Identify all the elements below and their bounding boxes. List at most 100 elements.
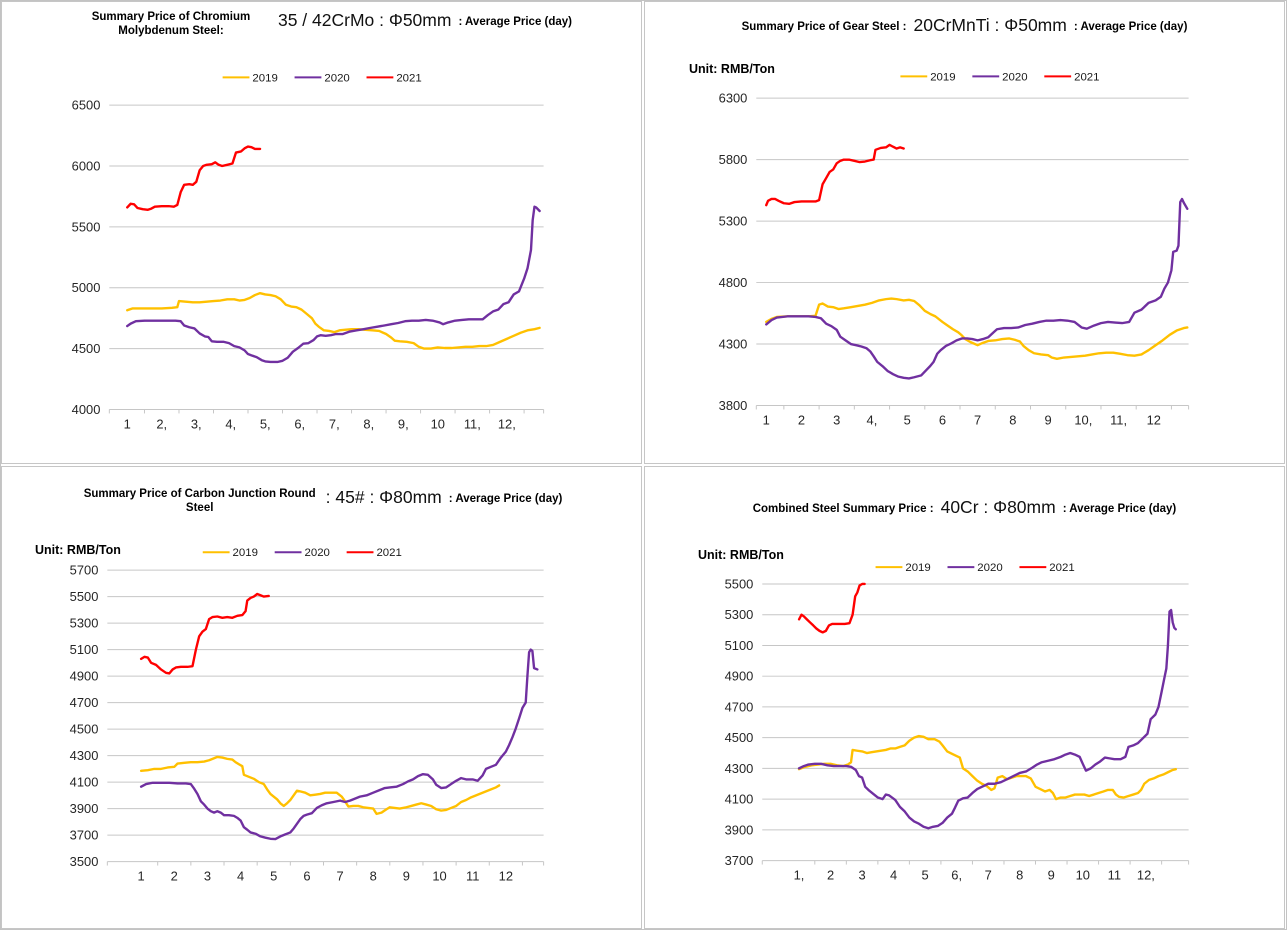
y-tick-label: 4500	[70, 722, 99, 737]
legend-label-2020: 2020	[1002, 71, 1027, 83]
x-tick-label: 2,	[156, 416, 167, 431]
y-tick-label: 3800	[719, 398, 748, 413]
x-tick-label: 12	[1147, 412, 1161, 427]
series-line-2021	[126, 145, 262, 211]
x-tick-label: 12,	[498, 416, 516, 431]
series-line-2019	[139, 755, 501, 816]
series-line-2020	[139, 648, 539, 841]
x-tick-label: 2	[171, 868, 178, 883]
legend-label-2019: 2019	[930, 71, 955, 83]
unit-label: Unit: RMB/Ton	[35, 543, 121, 557]
y-tick-label: 5300	[719, 214, 748, 229]
x-tick-label: 4	[890, 867, 897, 882]
y-tick-label: 4500	[725, 730, 754, 745]
y-tick-label: 4900	[70, 669, 99, 684]
chart-panel-gear-steel: Summary Price of Gear Steel : 20CrMnTi :…	[644, 1, 1285, 464]
x-tick-label: 10	[432, 868, 446, 883]
x-tick-label: 2	[827, 867, 834, 882]
y-tick-label: 3700	[70, 828, 99, 843]
y-tick-label: 6000	[72, 158, 101, 173]
x-tick-label: 9	[403, 868, 410, 883]
y-tick-label: 5300	[725, 607, 754, 622]
legend-label-2021: 2021	[1049, 562, 1074, 574]
y-tick-label: 5000	[72, 280, 101, 295]
y-tick-label: 4900	[725, 669, 754, 684]
x-tick-label: 7	[336, 868, 343, 883]
unit-label: Unit: RMB/Ton	[698, 548, 784, 562]
x-tick-label: 1	[138, 868, 145, 883]
x-tick-label: 10	[431, 416, 445, 431]
x-tick-label: 7	[974, 412, 981, 427]
y-tick-label: 4500	[72, 341, 101, 356]
x-tick-label: 5,	[260, 416, 271, 431]
x-tick-label: 7,	[329, 416, 340, 431]
series-line-2021	[139, 592, 270, 675]
y-tick-label: 4100	[70, 775, 99, 790]
x-tick-label: 1,	[794, 867, 805, 882]
series-line-2019	[765, 297, 1189, 360]
y-tick-label: 3500	[70, 854, 99, 869]
x-tick-label: 9	[1045, 412, 1052, 427]
y-tick-label: 6500	[72, 98, 101, 113]
y-tick-label: 4800	[719, 275, 748, 290]
legend-label-2021: 2021	[396, 72, 421, 84]
x-tick-label: 5	[904, 412, 911, 427]
y-tick-label: 5500	[725, 576, 754, 591]
x-tick-label: 4	[237, 868, 244, 883]
y-tick-label: 3900	[70, 801, 99, 816]
x-tick-label: 6	[303, 868, 310, 883]
series-line-2019	[797, 734, 1177, 801]
x-tick-label: 9	[1048, 867, 1055, 882]
unit-label: Unit: RMB/Ton	[689, 62, 775, 76]
legend-label-2021: 2021	[1074, 71, 1099, 83]
x-tick-label: 3	[204, 868, 211, 883]
x-tick-label: 3,	[191, 416, 202, 431]
x-tick-label: 3	[833, 412, 840, 427]
x-tick-label: 6,	[951, 867, 962, 882]
x-tick-label: 10,	[1074, 412, 1092, 427]
legend-label-2021: 2021	[376, 547, 401, 559]
line-chart-40cr: 5500 5300 5100 4900 4700 4500 4300 4100 3900 3700…	[725, 562, 1190, 882]
legend-label-2019: 2019	[252, 72, 277, 84]
series-line-2019	[126, 291, 541, 350]
y-tick-label: 3900	[725, 822, 754, 837]
series-line-2020	[765, 197, 1189, 380]
line-chart-45hash: 5700 5500 5300 5100 4900 4700 4500 4300 4100 3900…	[70, 547, 545, 883]
x-tick-label: 7	[985, 867, 992, 882]
x-tick-label: 11,	[1110, 412, 1127, 427]
legend-label-2020: 2020	[305, 547, 330, 559]
x-tick-label: 12,	[1137, 867, 1155, 882]
series-line-2021	[797, 582, 866, 634]
legend-label-2019: 2019	[233, 547, 258, 559]
legend-label-2020: 2020	[977, 562, 1002, 574]
y-tick-label: 5100	[725, 638, 754, 653]
x-tick-label: 10	[1076, 867, 1090, 882]
x-tick-label: 6,	[294, 416, 305, 431]
series-line-2020	[126, 205, 541, 364]
y-tick-label: 3700	[725, 853, 754, 868]
x-tick-label: 11	[1108, 867, 1121, 882]
y-tick-label: 5800	[719, 152, 748, 167]
x-tick-label: 11,	[464, 416, 481, 431]
x-tick-label: 8,	[363, 416, 374, 431]
y-tick-label: 4700	[70, 695, 99, 710]
x-tick-label: 12	[499, 868, 513, 883]
y-tick-label: 4300	[70, 748, 99, 763]
chart-panel-chromium-molybdenum: Summary Price of Chromium Molybdenum Ste…	[1, 1, 642, 464]
x-tick-label: 11	[466, 868, 479, 883]
y-tick-label: 4300	[719, 337, 748, 352]
y-tick-label: 6300	[719, 91, 748, 106]
x-tick-label: 4,	[225, 416, 236, 431]
series-line-2020	[797, 608, 1177, 830]
x-tick-label: 8	[370, 868, 377, 883]
chart-panel-combined-steel: Combined Steel Summary Price : 40Cr : Φ8…	[644, 466, 1285, 929]
legend-label-2019: 2019	[905, 562, 930, 574]
y-tick-label: 4100	[725, 792, 754, 807]
x-tick-label: 1	[124, 416, 131, 431]
y-tick-label: 4700	[725, 699, 754, 714]
x-tick-label: 6	[939, 412, 946, 427]
x-tick-label: 9,	[398, 416, 409, 431]
x-tick-label: 5	[270, 868, 277, 883]
